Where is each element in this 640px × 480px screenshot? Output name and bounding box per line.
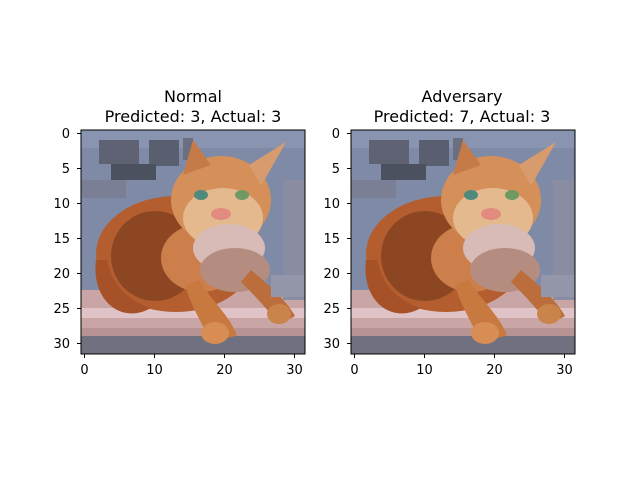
ytick-label: 15 — [53, 232, 70, 247]
xtick-label: 0 — [80, 363, 88, 378]
xtick-label: 30 — [286, 363, 303, 378]
xtick-label: 10 — [416, 363, 433, 378]
panel-normal: Normal Predicted: 3, Actual: 3 0 5 10 15… — [53, 87, 306, 378]
ytick-label: 0 — [332, 127, 340, 142]
title-line2-adversary: Predicted: 7, Actual: 3 — [374, 107, 551, 126]
ytick-label: 20 — [323, 267, 340, 282]
title-line2-normal: Predicted: 3, Actual: 3 — [105, 107, 282, 126]
ytick-label: 30 — [53, 337, 70, 352]
ytick-label: 15 — [323, 232, 340, 247]
ytick-label: 0 — [62, 127, 70, 142]
y-axis-normal: 0 5 10 15 20 25 30 — [53, 127, 81, 352]
ytick-label: 25 — [53, 302, 70, 317]
x-axis-adversary: 0 10 20 30 — [350, 354, 573, 378]
image-area-adversary — [350, 129, 576, 355]
title-line1-adversary: Adversary — [422, 87, 503, 106]
xtick-label: 0 — [350, 363, 358, 378]
xtick-label: 30 — [556, 363, 573, 378]
ytick-label: 20 — [53, 267, 70, 282]
ytick-label: 10 — [323, 197, 340, 212]
y-axis-adversary: 0 5 10 15 20 25 30 — [323, 127, 351, 352]
x-axis-normal: 0 10 20 30 — [80, 354, 303, 378]
ytick-label: 10 — [53, 197, 70, 212]
panel-adversary: Adversary Predicted: 7, Actual: 3 0 5 10… — [323, 87, 576, 378]
ytick-label: 5 — [62, 162, 70, 177]
ytick-label: 5 — [332, 162, 340, 177]
xtick-label: 20 — [486, 363, 503, 378]
xtick-label: 20 — [216, 363, 233, 378]
title-line1-normal: Normal — [164, 87, 222, 106]
ytick-label: 30 — [323, 337, 340, 352]
image-area-normal — [80, 129, 306, 355]
ytick-label: 25 — [323, 302, 340, 317]
xtick-label: 10 — [146, 363, 163, 378]
